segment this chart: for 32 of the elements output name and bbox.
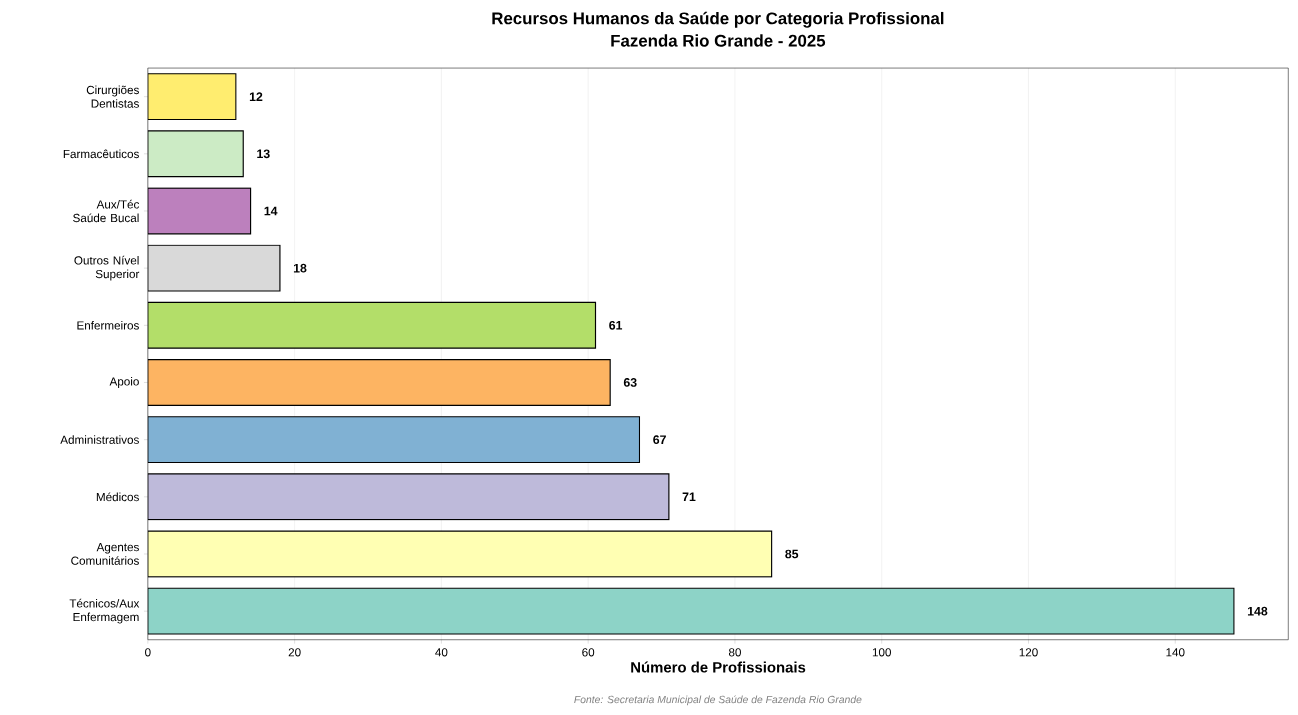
- x-tick-label: 80: [728, 648, 741, 657]
- data-label: 18: [293, 263, 307, 273]
- x-tick-label: 60: [582, 648, 595, 657]
- y-tick-label: Apoio: [109, 377, 139, 389]
- chart-subtitle: Fazenda Rio Grande - 2025: [611, 34, 826, 47]
- x-tick-label: 120: [1019, 648, 1038, 657]
- y-tick-label: Aux/Téc Saúde Bucal: [73, 200, 140, 223]
- data-label: 71: [682, 492, 696, 502]
- data-label: 85: [785, 549, 799, 559]
- source-note: Fonte: Secretaria Municipal de Saúde de Fazenda Rio Grande: [574, 695, 862, 706]
- y-tick-label: Administrativos: [60, 435, 139, 445]
- data-label: 12: [249, 92, 263, 102]
- y-tick-label: Enfermeiros: [77, 321, 139, 330]
- y-tick-label: Outros Nível Superior: [74, 256, 140, 281]
- x-tick-label: 0: [145, 648, 151, 657]
- x-tick-label: 40: [435, 648, 448, 657]
- data-label: 67: [653, 435, 666, 445]
- data-label: 14: [264, 206, 278, 216]
- y-tick-label: Cirurgiões Dentistas: [86, 85, 139, 108]
- data-label: 148: [1247, 607, 1268, 616]
- x-tick-label: 100: [872, 648, 891, 657]
- y-tick-label: Técnicos/Aux Enfermagem: [69, 599, 140, 624]
- data-label: 13: [257, 149, 270, 159]
- x-tick-label: 20: [288, 648, 301, 657]
- data-label: 61: [609, 321, 623, 330]
- x-axis-title: Número de Profissionais: [631, 661, 806, 673]
- y-tick-label: Agentes Comunitários: [71, 543, 139, 566]
- y-tick-label: Médicos: [96, 492, 139, 502]
- data-label: 63: [623, 378, 637, 388]
- y-tick-label: Farmacêuticos: [63, 149, 139, 159]
- x-tick-label: 140: [1166, 648, 1185, 657]
- chart-title: Recursos Humanos da Saúde por Categoria Profissional: [492, 12, 944, 28]
